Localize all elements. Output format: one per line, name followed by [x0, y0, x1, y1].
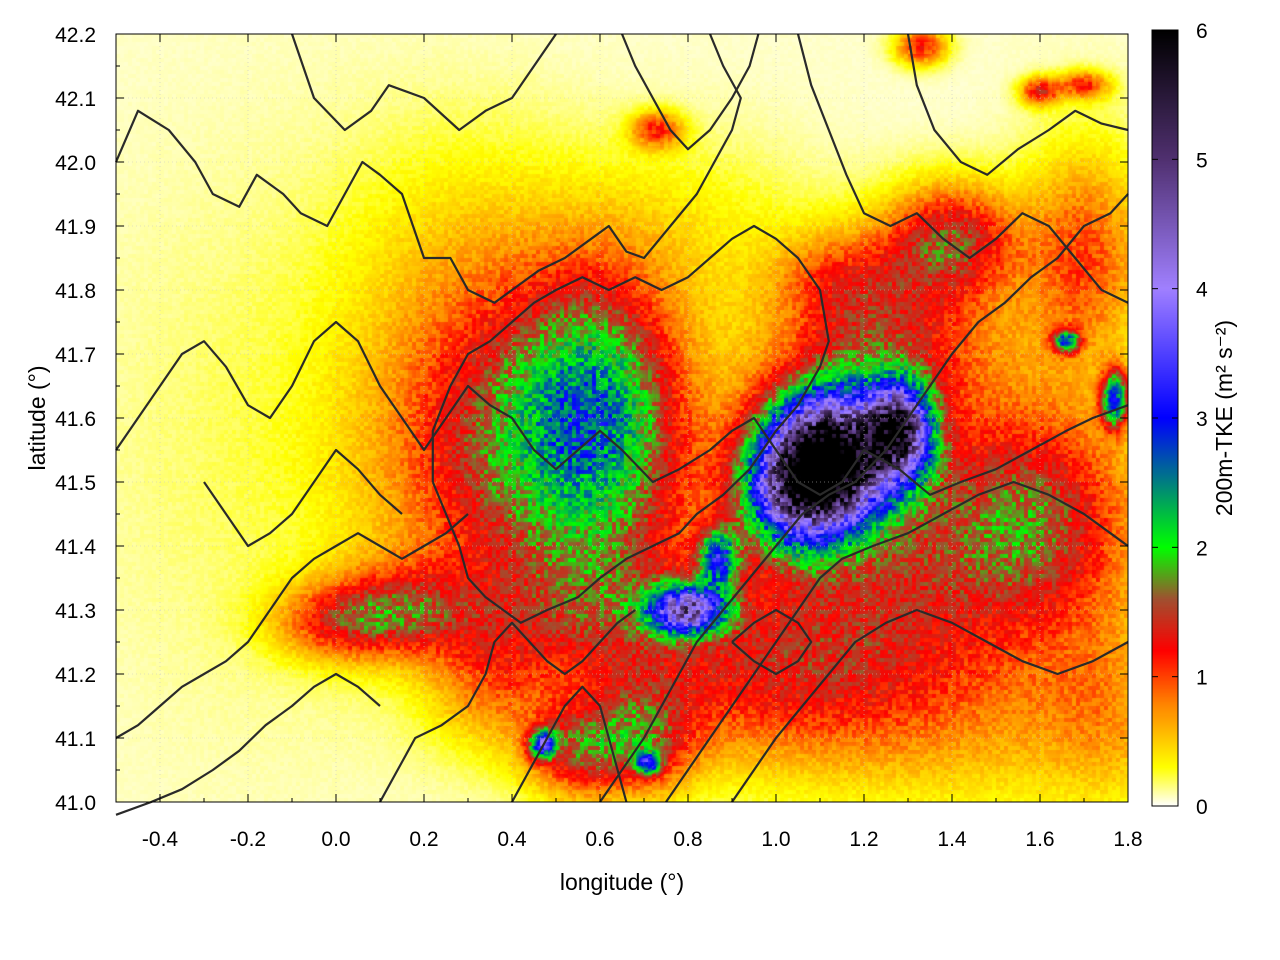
- y-tick-label-11: 42.1: [55, 88, 96, 111]
- x-tick-label-2: 0.0: [321, 828, 350, 851]
- x-tick-label-10: 1.6: [1025, 828, 1054, 851]
- y-tick-label-5: 41.5: [55, 472, 96, 495]
- x-tick-label-7: 1.0: [761, 828, 790, 851]
- x-tick-label-8: 1.2: [849, 828, 878, 851]
- colorbar-tick-label-6: 6: [1196, 20, 1208, 43]
- contour-line-14: [203, 448, 403, 548]
- contour-line-5: [665, 480, 1129, 803]
- x-tick-label-6: 0.8: [673, 828, 702, 851]
- x-axis-ticks: -0.4 -0.2 0.0 0.2 0.4 0.6 0.8 1.0 1.2 1.4 1.6 1.8: [115, 34, 1143, 851]
- x-tick-label-11: 1.8: [1113, 828, 1142, 851]
- x-tick-label-5: 0.6: [585, 828, 614, 851]
- colorbar-tick-label-4: 4: [1196, 279, 1208, 302]
- colorbar-tick-label-1: 1: [1196, 667, 1208, 690]
- contour-line-13: [620, 33, 760, 151]
- colorbar-tick-label-5: 5: [1196, 149, 1208, 172]
- y-tick-label-10: 42.0: [55, 152, 96, 175]
- contour-line-12: [796, 33, 1129, 304]
- y-tick-label-3: 41.3: [55, 600, 96, 623]
- contour-line-10: [115, 672, 381, 816]
- contour-line-6: [731, 608, 1129, 803]
- y-tick-label-6: 41.6: [55, 408, 96, 431]
- x-tick-label-4: 0.4: [497, 828, 527, 851]
- y-tick-label-8: 41.8: [55, 280, 96, 303]
- contour-line-4: [599, 193, 1129, 803]
- y-tick-label-9: 41.9: [55, 216, 96, 239]
- y-tick-label-7: 41.7: [55, 344, 96, 367]
- contour-line-9: [115, 513, 469, 739]
- colorbar-label: 200m-TKE (m² s⁻²): [1211, 320, 1237, 516]
- contour-line-2: [290, 33, 557, 132]
- colorbar-tick-label-3: 3: [1196, 408, 1208, 431]
- x-tick-label-1: -0.2: [230, 828, 266, 851]
- colorbar-tick-label-0: 0: [1196, 796, 1208, 819]
- y-axis-label: latitude (°): [24, 365, 50, 470]
- colorbar: 0 1 2 3 4 5 6 200m-TKE (m² s⁻²): [1151, 20, 1237, 819]
- contour-line-0: [114, 33, 742, 304]
- y-tick-label-2: 41.2: [55, 664, 96, 687]
- contour-line-7: [511, 685, 628, 803]
- x-tick-label-9: 1.4: [937, 828, 967, 851]
- colorbar-tick-label-2: 2: [1196, 537, 1208, 560]
- colorbar-ticks: 0 1 2 3 4 5 6: [1152, 20, 1208, 819]
- y-tick-label-1: 41.1: [55, 728, 96, 751]
- x-axis-label: longitude (°): [560, 869, 684, 895]
- contour-line-3: [431, 224, 830, 624]
- plot-area: -0.4 -0.2 0.0 0.2 0.4 0.6 0.8 1.0 1.2 1.4 1.6 1.8 4…: [55, 24, 1142, 851]
- y-tick-label-12: 42.2: [55, 24, 96, 47]
- contour-line-15: [731, 608, 813, 676]
- contour-line-11: [906, 33, 1129, 176]
- x-tick-label-0: -0.4: [142, 828, 179, 851]
- orography-contours: [114, 33, 1129, 816]
- y-tick-label-4: 41.4: [55, 536, 96, 559]
- contour-line-8: [379, 609, 636, 803]
- x-tick-label-3: 0.2: [409, 828, 438, 851]
- y-tick-label-0: 41.0: [55, 792, 96, 815]
- y-axis-ticks: 41.0 41.1 41.2 41.3 41.4 41.5 41.6 41.7 41.8 41.9…: [55, 24, 1128, 815]
- contour-line-1: [115, 320, 1129, 496]
